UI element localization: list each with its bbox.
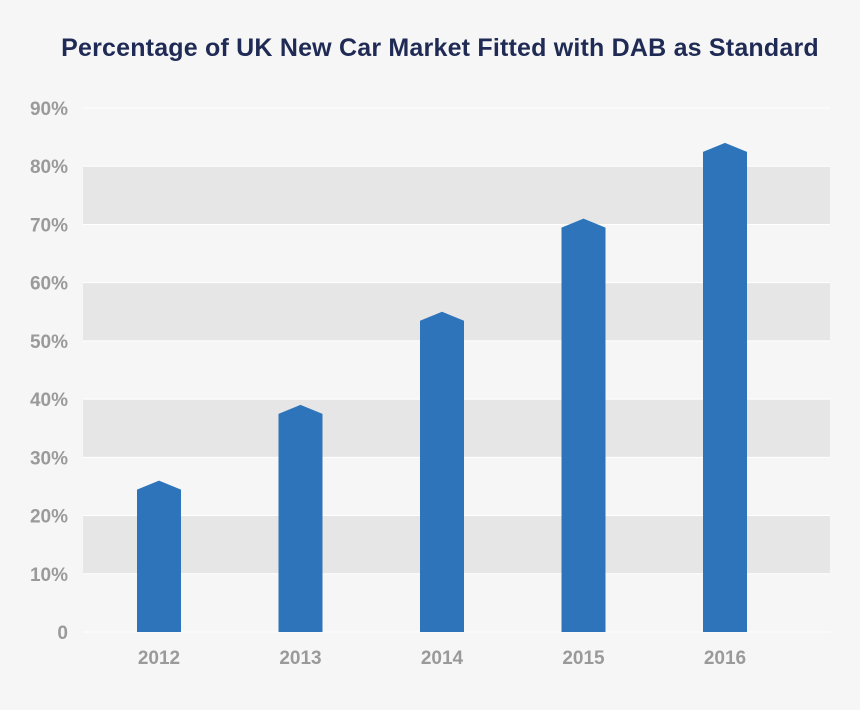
chart-title: Percentage of UK New Car Market Fitted w… <box>61 34 819 62</box>
y-tick-label: 50% <box>30 332 68 353</box>
y-tick-label: 40% <box>30 390 68 411</box>
y-tick-label: 10% <box>30 565 68 586</box>
y-tick-label: 90% <box>30 99 68 120</box>
x-tick-label: 2013 <box>279 648 321 669</box>
y-tick-label: 0 <box>57 623 68 644</box>
bar-2013 <box>278 404 323 632</box>
y-tick-label: 30% <box>30 448 68 469</box>
y-tick-label: 80% <box>30 157 68 178</box>
x-tick-label: 2014 <box>421 648 464 669</box>
y-tick-label: 70% <box>30 215 68 236</box>
bar-2016 <box>703 142 747 632</box>
y-tick-label: 20% <box>30 507 68 528</box>
x-tick-label: 2012 <box>138 648 180 669</box>
bar-2012 <box>137 480 181 632</box>
x-tick-label: 2015 <box>562 648 605 669</box>
bar-2015 <box>561 218 606 632</box>
x-tick-label: 2016 <box>704 648 746 669</box>
y-tick-label: 60% <box>30 274 68 295</box>
bar-2014 <box>420 311 464 632</box>
